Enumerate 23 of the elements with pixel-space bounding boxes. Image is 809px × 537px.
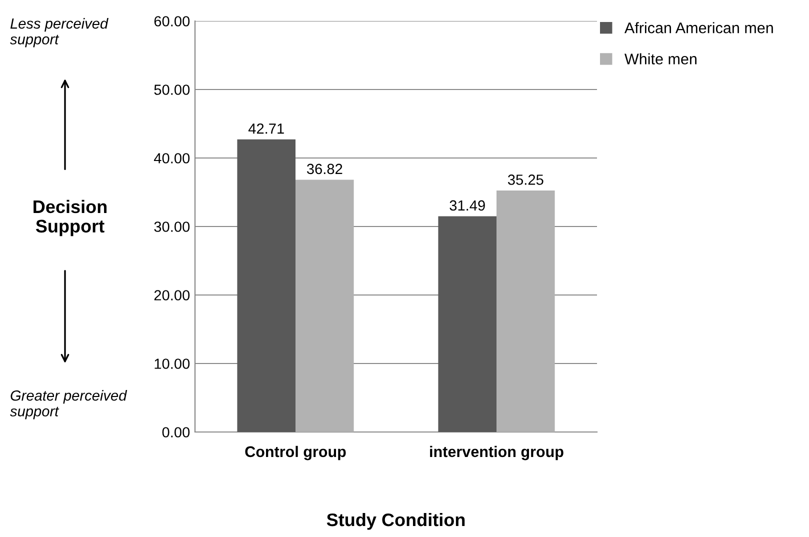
- y-tick-label: 0.00: [162, 427, 190, 438]
- data-label: 31.49: [450, 200, 485, 211]
- y-tick-label: 10.00: [154, 358, 190, 369]
- y-tick-label: 40.00: [154, 153, 190, 164]
- bar: [237, 139, 296, 432]
- y-tick-label: 30.00: [154, 222, 190, 232]
- y-tick-label: 60.00: [154, 16, 190, 26]
- text: Greater perceived support: [10, 390, 128, 420]
- x-tick-label: intervention group: [430, 446, 564, 460]
- data-label: 42.71: [248, 123, 284, 134]
- legend-label: White men: [624, 53, 696, 64]
- data-label: 35.25: [508, 174, 544, 185]
- x-axis-title: Study Condition: [326, 512, 465, 530]
- y-axis-title: Decision Support: [34, 200, 107, 236]
- y-tick-label: 50.00: [154, 84, 190, 95]
- bar: [296, 180, 354, 432]
- y-tick-label: 20.00: [154, 290, 190, 300]
- bar: [438, 216, 496, 432]
- text: Less perceived support: [10, 18, 108, 48]
- legend-label: African American men: [624, 22, 773, 34]
- data-label: 36.82: [306, 164, 342, 174]
- bar: [496, 190, 555, 432]
- x-tick-label: Control group: [245, 446, 346, 460]
